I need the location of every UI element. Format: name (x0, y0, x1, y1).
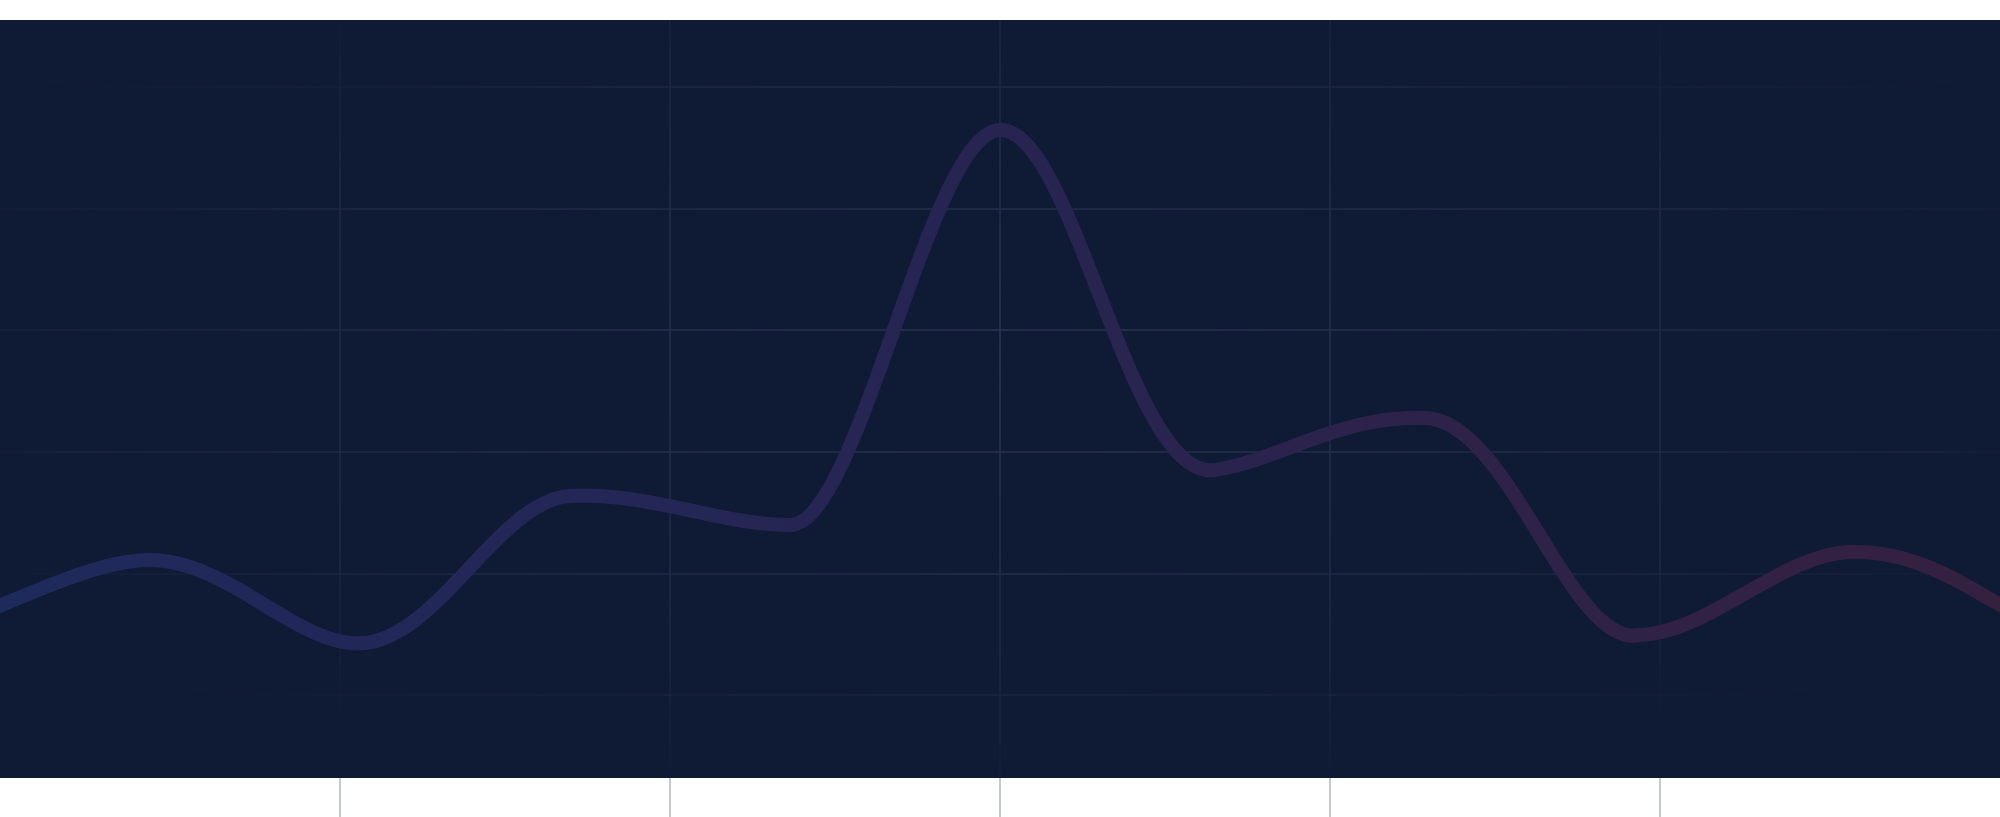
wave-line (0, 123, 2000, 651)
bottom-margin (0, 778, 2000, 817)
top-margin (0, 0, 2000, 20)
background-grid (0, 20, 2000, 778)
bottom-grid-ghost (339, 778, 1661, 817)
hero-panel (0, 20, 2000, 778)
decorative-wave-graphic (0, 20, 2000, 778)
